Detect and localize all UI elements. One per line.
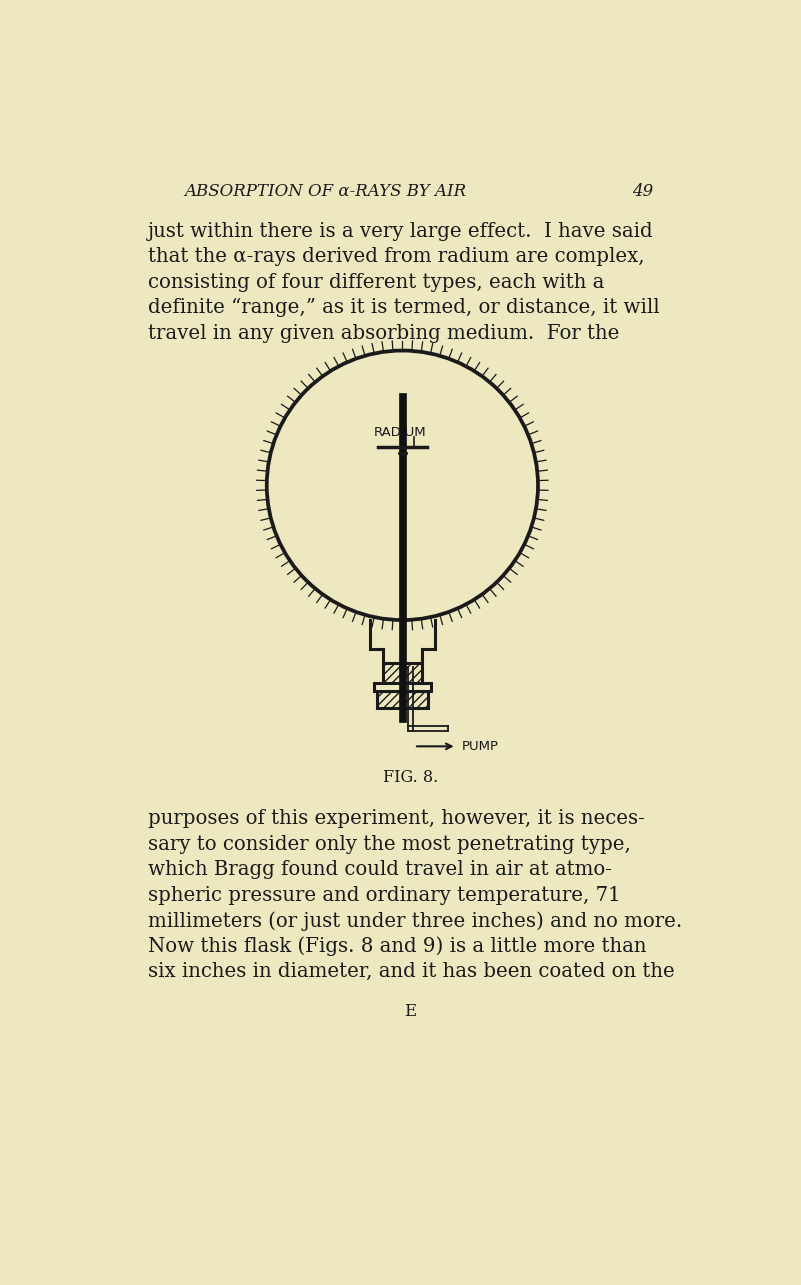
Text: E: E xyxy=(404,1002,417,1020)
Bar xyxy=(374,684,431,691)
Text: definite “range,” as it is termed, or distance, it will: definite “range,” as it is termed, or di… xyxy=(148,298,660,317)
Text: consisting of four different types, each with a: consisting of four different types, each… xyxy=(148,272,605,292)
Text: just within there is a very large effect.  I have said: just within there is a very large effect… xyxy=(148,222,654,242)
Text: PUMP: PUMP xyxy=(461,740,498,753)
Text: six inches in diameter, and it has been coated on the: six inches in diameter, and it has been … xyxy=(148,962,675,980)
Text: 49: 49 xyxy=(632,182,654,199)
Text: that the α-rays derived from radium are complex,: that the α-rays derived from radium are … xyxy=(148,248,645,266)
Bar xyxy=(399,393,406,722)
Text: spheric pressure and ordinary temperature, 71: spheric pressure and ordinary temperatur… xyxy=(148,885,621,905)
Text: travel in any given absorbing medium.  For the: travel in any given absorbing medium. Fo… xyxy=(148,324,619,343)
Text: ABSORPTION OF α-RAYS BY AIR: ABSORPTION OF α-RAYS BY AIR xyxy=(183,182,466,199)
Text: sary to consider only the most penetrating type,: sary to consider only the most penetrati… xyxy=(148,835,631,853)
Bar xyxy=(383,663,422,685)
Text: Now this flask (Figs. 8 and 9) is a little more than: Now this flask (Figs. 8 and 9) is a litt… xyxy=(148,937,646,956)
Text: purposes of this experiment, however, it is neces-: purposes of this experiment, however, it… xyxy=(148,810,645,829)
Text: FIG. 8.: FIG. 8. xyxy=(383,770,438,786)
Text: RADIUM: RADIUM xyxy=(374,427,426,439)
Text: millimeters (or just under three inches) and no more.: millimeters (or just under three inches)… xyxy=(148,911,682,930)
Bar xyxy=(376,691,428,708)
Text: which Bragg found could travel in air at atmo-: which Bragg found could travel in air at… xyxy=(148,860,612,879)
